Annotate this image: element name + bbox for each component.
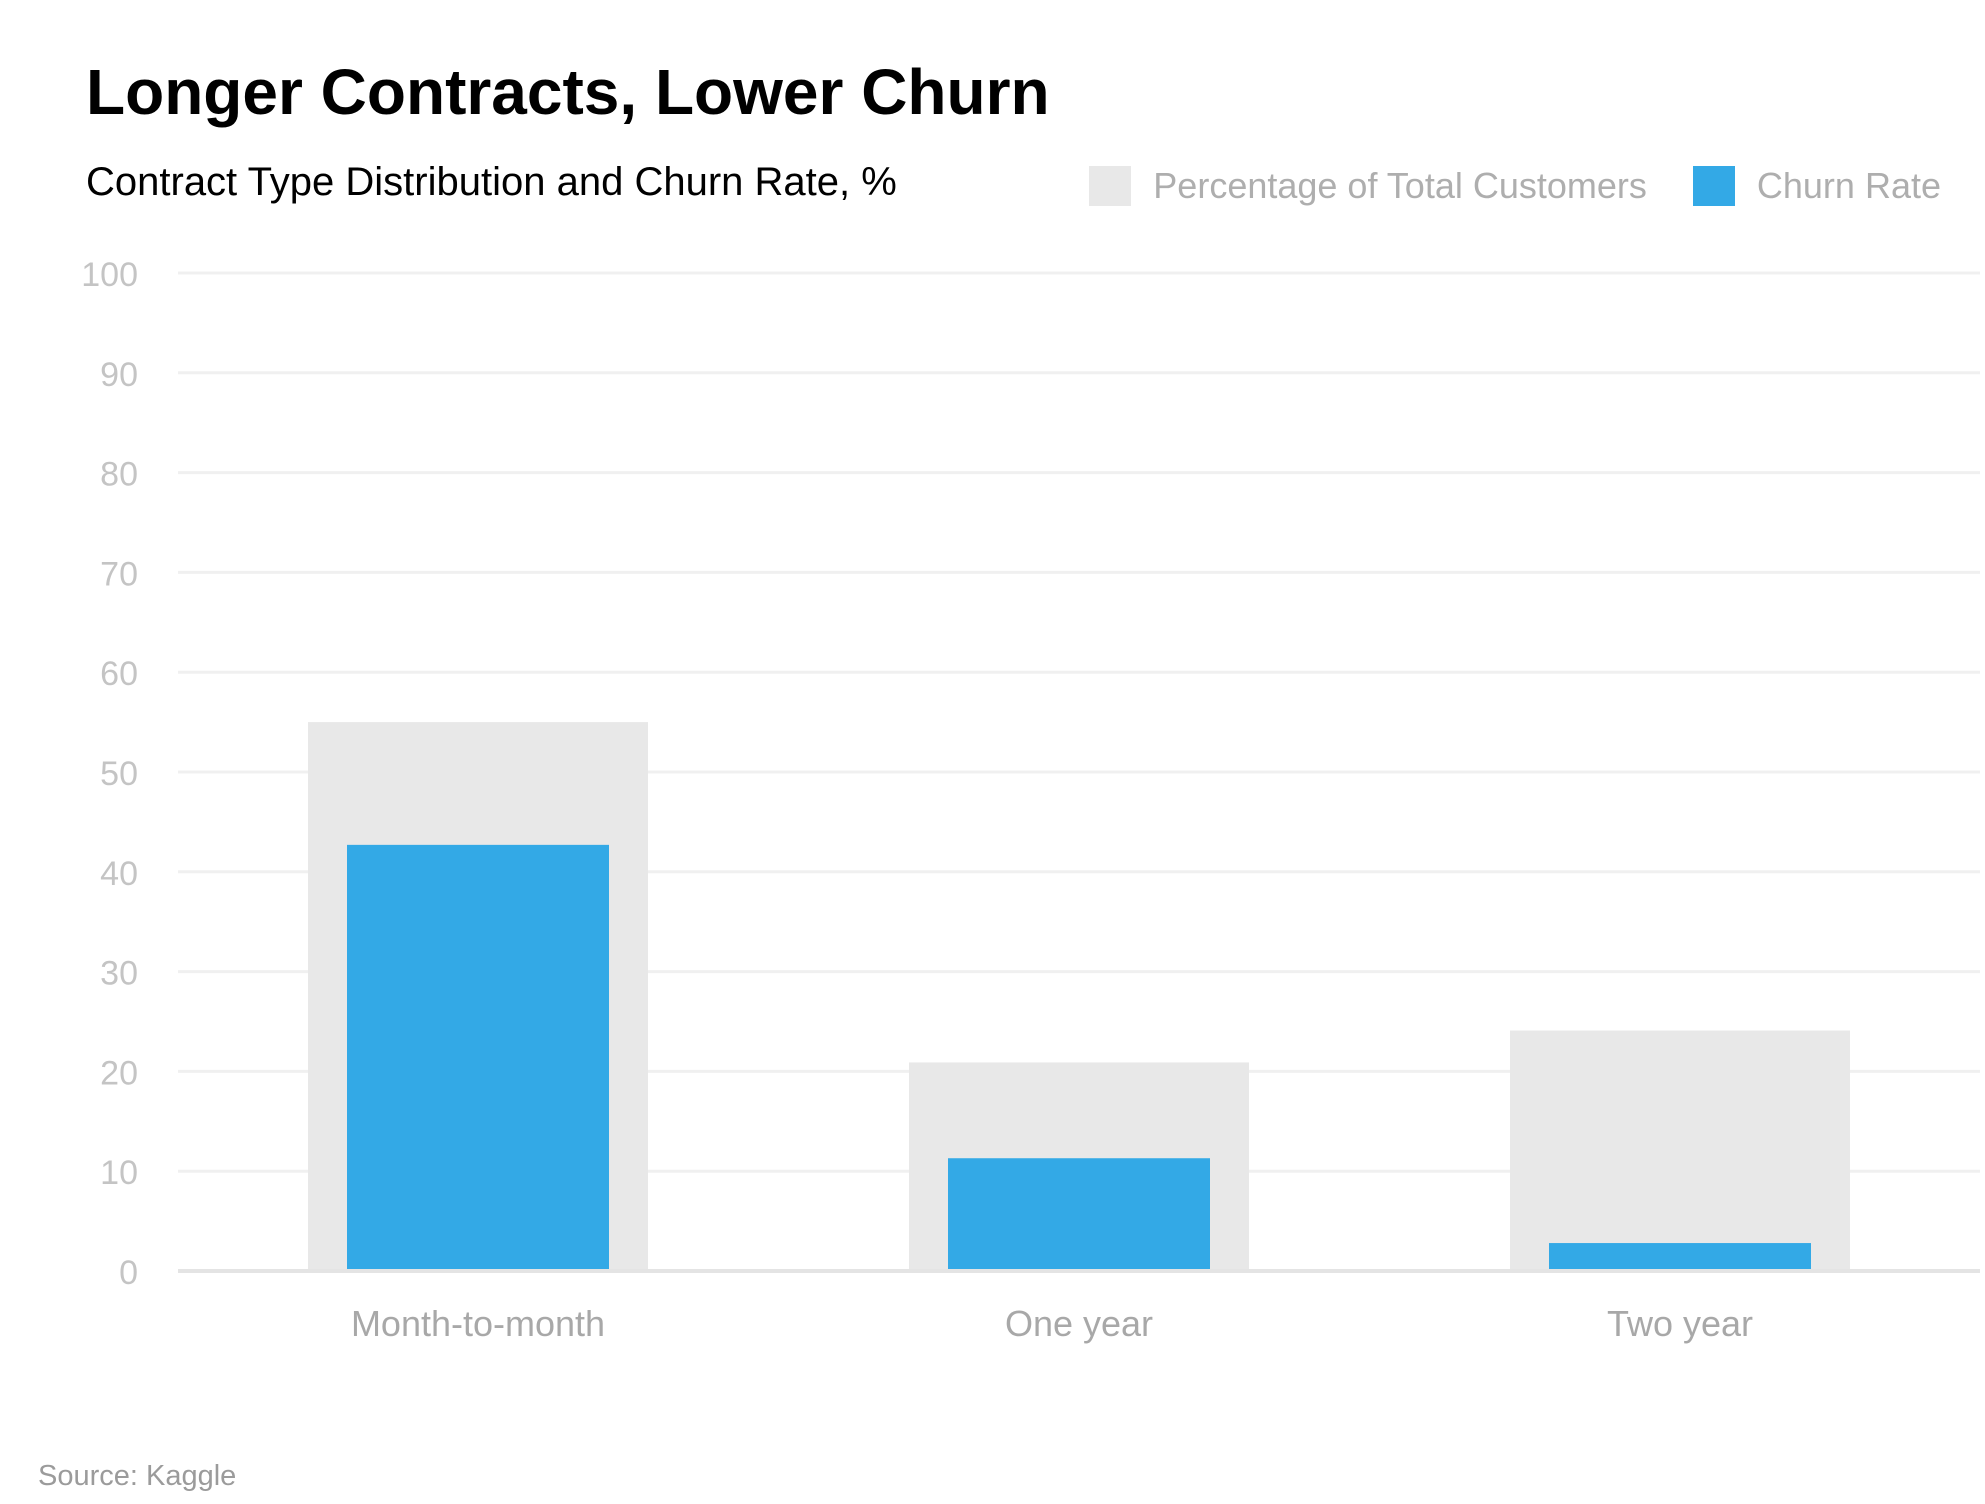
y-tick-label: 0 [119,1254,138,1292]
y-tick-label: 100 [81,256,138,294]
legend-swatch-total-customers [1089,166,1132,206]
legend: Percentage of Total Customers Churn Rate [1043,165,1941,207]
chart-title: Longer Contracts, Lower Churn [86,56,1050,128]
x-tick-label: Month-to-month [351,1303,605,1344]
y-tick-label: 70 [100,555,138,593]
legend-item-churn-rate: Churn Rate [1692,165,1941,207]
bar-churn-rate [948,1158,1210,1271]
bar-churn-rate [1549,1243,1811,1271]
y-tick-label: 90 [100,356,138,394]
y-tick-label: 50 [100,755,138,793]
source-note: Source: Kaggle [38,1460,237,1492]
legend-item-total-customers: Percentage of Total Customers [1089,165,1647,207]
x-tick-label: Two year [1607,1303,1753,1344]
legend-swatch-churn-rate [1692,166,1735,206]
y-tick-label: 10 [100,1154,138,1192]
bar-churn-rate [347,844,609,1271]
chart-subtitle: Contract Type Distribution and Churn Rat… [86,160,897,204]
legend-label-churn-rate: Churn Rate [1756,165,1941,206]
y-tick-label: 30 [100,955,138,993]
bar-total-customers [1510,1030,1850,1271]
legend-label-total-customers: Percentage of Total Customers [1153,165,1647,206]
y-tick-label: 60 [100,655,138,693]
y-tick-label: 20 [100,1054,138,1092]
bar-chart: 0 10 20 30 40 50 60 70 80 90 100 Month-to-month One … [81,256,1980,1344]
y-tick-label: 40 [100,855,138,893]
x-tick-label: One year [1005,1303,1153,1344]
y-tick-label: 80 [100,456,138,494]
